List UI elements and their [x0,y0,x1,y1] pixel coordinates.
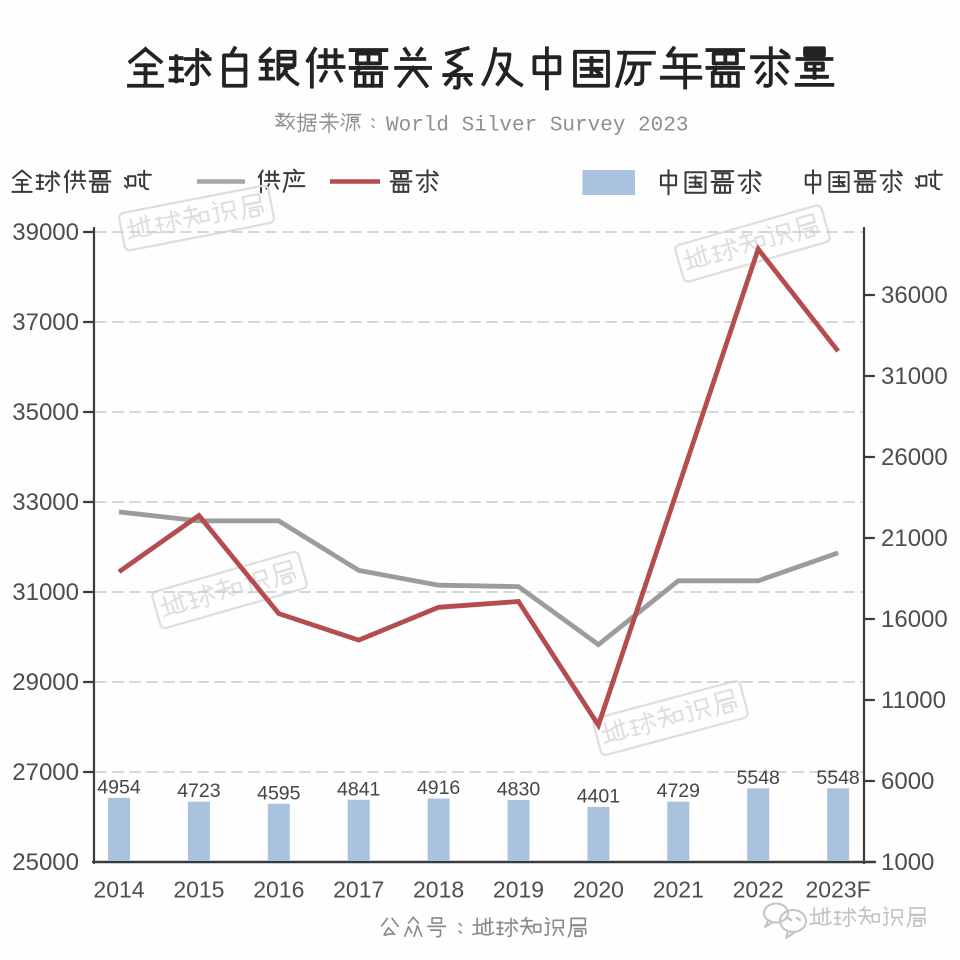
svg-text:4916: 4916 [417,777,460,799]
svg-text:6000: 6000 [881,768,934,795]
svg-text:5548: 5548 [737,767,780,789]
svg-text:33000: 33000 [12,489,79,516]
svg-text:31000: 31000 [881,363,948,390]
svg-text:4841: 4841 [337,778,380,800]
svg-text:2020: 2020 [573,877,624,903]
svg-text:4723: 4723 [177,780,220,802]
svg-text:4954: 4954 [97,776,141,798]
svg-text:2015: 2015 [173,877,224,903]
svg-text:2019: 2019 [493,877,544,903]
svg-text:36000: 36000 [881,282,948,309]
svg-text:4595: 4595 [257,782,301,804]
svg-text:2016: 2016 [253,877,304,903]
svg-text:35000: 35000 [12,399,79,426]
svg-text:2017: 2017 [333,877,384,903]
svg-text:2023F: 2023F [805,877,870,903]
svg-text:31000: 31000 [12,579,79,606]
svg-text:World Silver Survey 2023: World Silver Survey 2023 [386,115,688,138]
svg-text:27000: 27000 [12,759,79,786]
svg-text:25000: 25000 [12,849,79,876]
svg-text:4830: 4830 [497,779,541,801]
svg-text:29000: 29000 [12,669,79,696]
svg-text:5548: 5548 [816,767,859,789]
svg-text:2014: 2014 [93,877,144,903]
svg-text:4729: 4729 [657,780,700,802]
svg-text:21000: 21000 [881,525,948,552]
svg-text:4401: 4401 [577,785,620,807]
svg-text:39000: 39000 [12,219,79,246]
svg-text:37000: 37000 [12,309,79,336]
svg-text:2018: 2018 [413,877,464,903]
svg-text:11000: 11000 [881,687,946,714]
svg-text:16000: 16000 [881,606,948,633]
svg-text:2021: 2021 [653,877,704,903]
svg-text:26000: 26000 [881,444,948,471]
svg-text:2022: 2022 [733,877,784,903]
svg-text:1000: 1000 [881,849,934,876]
